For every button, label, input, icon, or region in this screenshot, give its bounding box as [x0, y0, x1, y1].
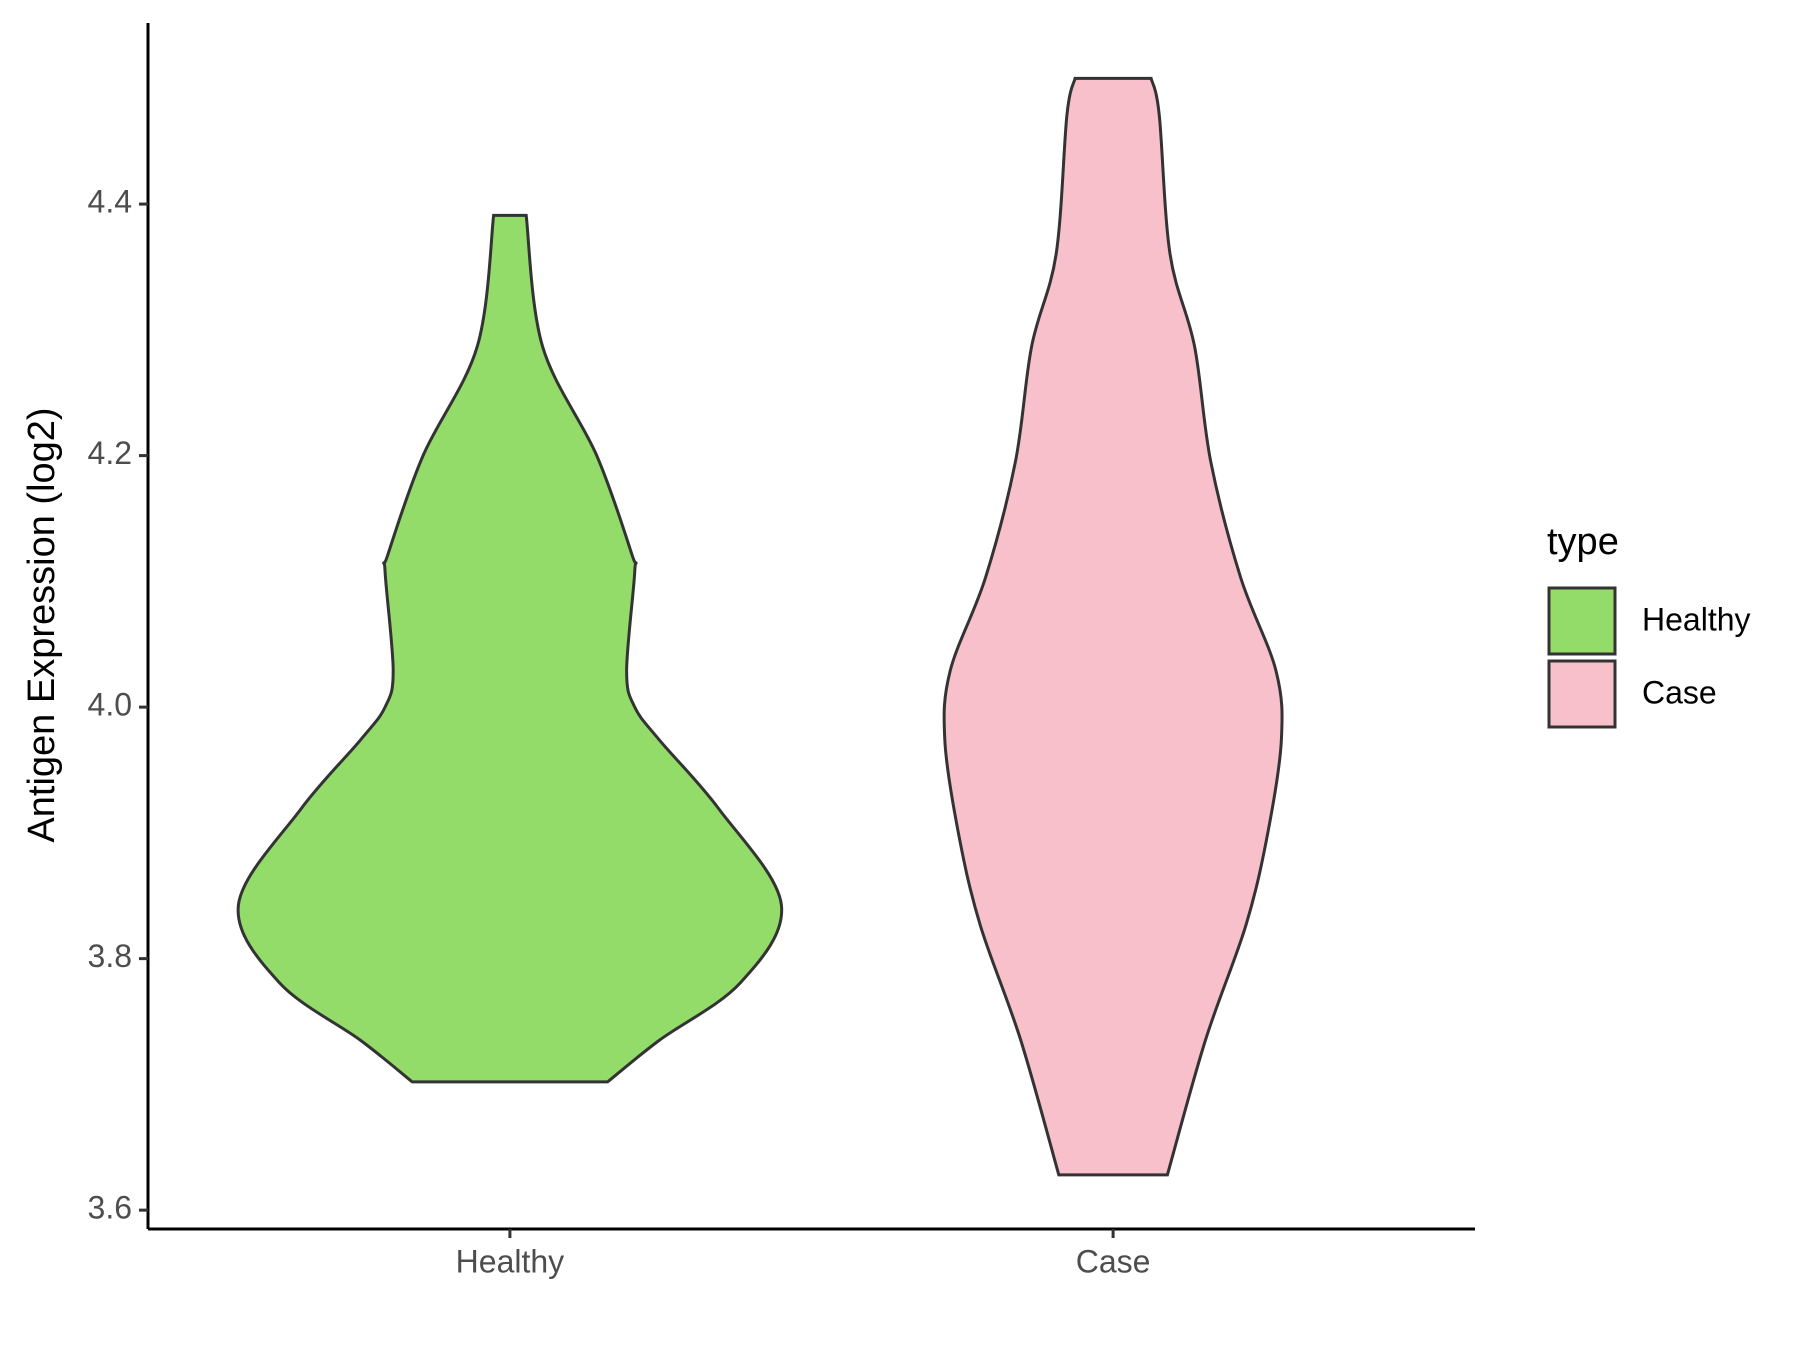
violin	[236, 213, 784, 1084]
y-tick-label: 4.0	[88, 687, 132, 723]
legend-label: Case	[1642, 674, 1717, 710]
y-tick-label: 4.4	[88, 184, 132, 220]
violin	[942, 76, 1284, 1177]
y-axis-title: Antigen Expression (log2)	[21, 407, 63, 842]
x-tick-label: Healthy	[456, 1243, 565, 1279]
legend-key	[1547, 586, 1617, 656]
y-tick-label: 4.2	[88, 435, 132, 471]
legend-title: type	[1547, 521, 1619, 563]
legend-label: Healthy	[1642, 601, 1751, 637]
y-tick-label: 3.8	[88, 938, 132, 974]
legend-key	[1547, 659, 1617, 729]
y-tick-label: 3.6	[88, 1190, 132, 1226]
x-tick-label: Case	[1076, 1243, 1151, 1279]
